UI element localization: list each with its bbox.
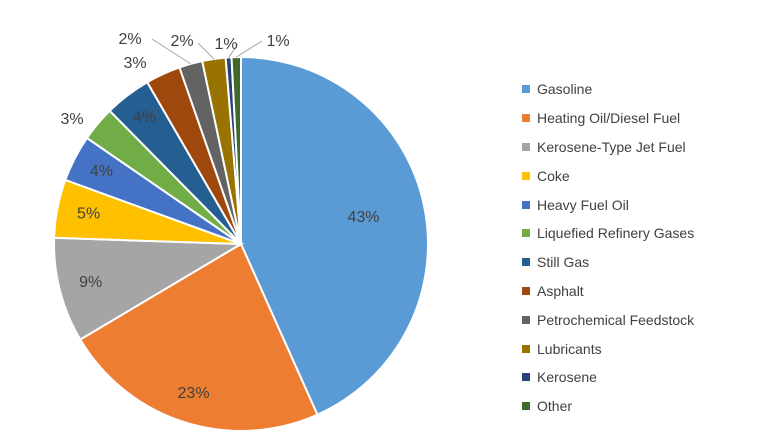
- legend-item-coke: Coke: [522, 161, 762, 190]
- legend-swatch-still-gas: [522, 258, 530, 267]
- legend-label-other: Other: [537, 398, 573, 415]
- leader-line-other: [236, 40, 263, 58]
- pie-slice-other: [230, 55, 242, 245]
- pie-slice-kerosene-type-jet-fuel: [53, 236, 245, 341]
- legend-item-asphalt: Asphalt: [522, 277, 762, 306]
- legend-label-kerosene-type-jet-fuel: Kerosene-Type Jet Fuel: [537, 138, 686, 155]
- legend-item-other: Other: [522, 392, 762, 421]
- legend-label-kerosene: Kerosene: [537, 369, 597, 386]
- legend-item-petrochemical-feedstock: Petrochemical Feedstock: [522, 305, 762, 334]
- data-label-heating-oil-diesel-fuel: 23%: [178, 385, 210, 402]
- data-label-kerosene: 1%: [214, 36, 237, 53]
- legend-swatch-petrochemical-feedstock: [522, 315, 530, 324]
- legend-label-liquefied-refinery-gases: Liquefied Refinery Gases: [537, 225, 695, 242]
- legend-swatch-other: [522, 402, 530, 411]
- legend-label-heavy-fuel-oil: Heavy Fuel Oil: [537, 196, 629, 213]
- legend-label-asphalt: Asphalt: [537, 282, 584, 299]
- legend-label-petrochemical-feedstock: Petrochemical Feedstock: [537, 311, 695, 328]
- legend-label-lubricants: Lubricants: [537, 340, 602, 357]
- data-label-petrochemical-feedstock: 2%: [118, 31, 141, 48]
- legend-label-still-gas: Still Gas: [537, 254, 590, 271]
- legend-label-heating-oil-diesel-fuel: Heating Oil/Diesel Fuel: [537, 110, 681, 127]
- data-label-kerosene-type-jet-fuel: 9%: [79, 274, 102, 291]
- legend-item-gasoline: Gasoline: [522, 75, 762, 104]
- legend-label-gasoline: Gasoline: [537, 81, 593, 98]
- legend-item-liquefied-refinery-gases: Liquefied Refinery Gases: [522, 219, 762, 248]
- chart-legend: Gasoline Heating Oil/Diesel Fuel Kerosen…: [522, 75, 762, 421]
- data-label-other: 1%: [266, 33, 289, 50]
- data-label-coke: 5%: [77, 206, 100, 223]
- legend-swatch-gasoline: [522, 85, 530, 94]
- leader-line-petrochemical-feedstock: [151, 38, 192, 65]
- legend-swatch-lubricants: [522, 344, 530, 353]
- data-label-asphalt: 3%: [123, 55, 146, 72]
- legend-swatch-kerosene-type-jet-fuel: [522, 142, 530, 151]
- legend-item-heating-oil-diesel-fuel: Heating Oil/Diesel Fuel: [522, 104, 762, 133]
- data-label-gasoline: 43%: [348, 209, 380, 226]
- legend-swatch-liquefied-refinery-gases: [522, 229, 530, 238]
- legend-label-coke: Coke: [537, 167, 570, 184]
- legend-swatch-asphalt: [522, 286, 530, 295]
- legend-item-lubricants: Lubricants: [522, 334, 762, 363]
- data-label-still-gas: 4%: [133, 109, 156, 126]
- legend-item-kerosene: Kerosene: [522, 363, 762, 392]
- legend-swatch-kerosene: [522, 373, 530, 382]
- legend-item-kerosene-type-jet-fuel: Kerosene-Type Jet Fuel: [522, 133, 762, 162]
- legend-swatch-heating-oil-diesel-fuel: [522, 114, 530, 123]
- pie-slice-gasoline: [240, 55, 429, 417]
- pie-slice-heating-oil-diesel-fuel: [78, 242, 319, 432]
- legend-swatch-coke: [522, 171, 530, 180]
- legend-item-still-gas: Still Gas: [522, 248, 762, 277]
- data-label-liquefied-refinery-gases: 3%: [60, 111, 83, 128]
- data-label-heavy-fuel-oil: 4%: [90, 163, 113, 180]
- leader-line-lubricants: [197, 42, 215, 60]
- legend-item-heavy-fuel-oil: Heavy Fuel Oil: [522, 190, 762, 219]
- leader-line-kerosene: [228, 43, 239, 58]
- legend-swatch-heavy-fuel-oil: [522, 200, 530, 209]
- data-label-lubricants: 2%: [170, 33, 193, 50]
